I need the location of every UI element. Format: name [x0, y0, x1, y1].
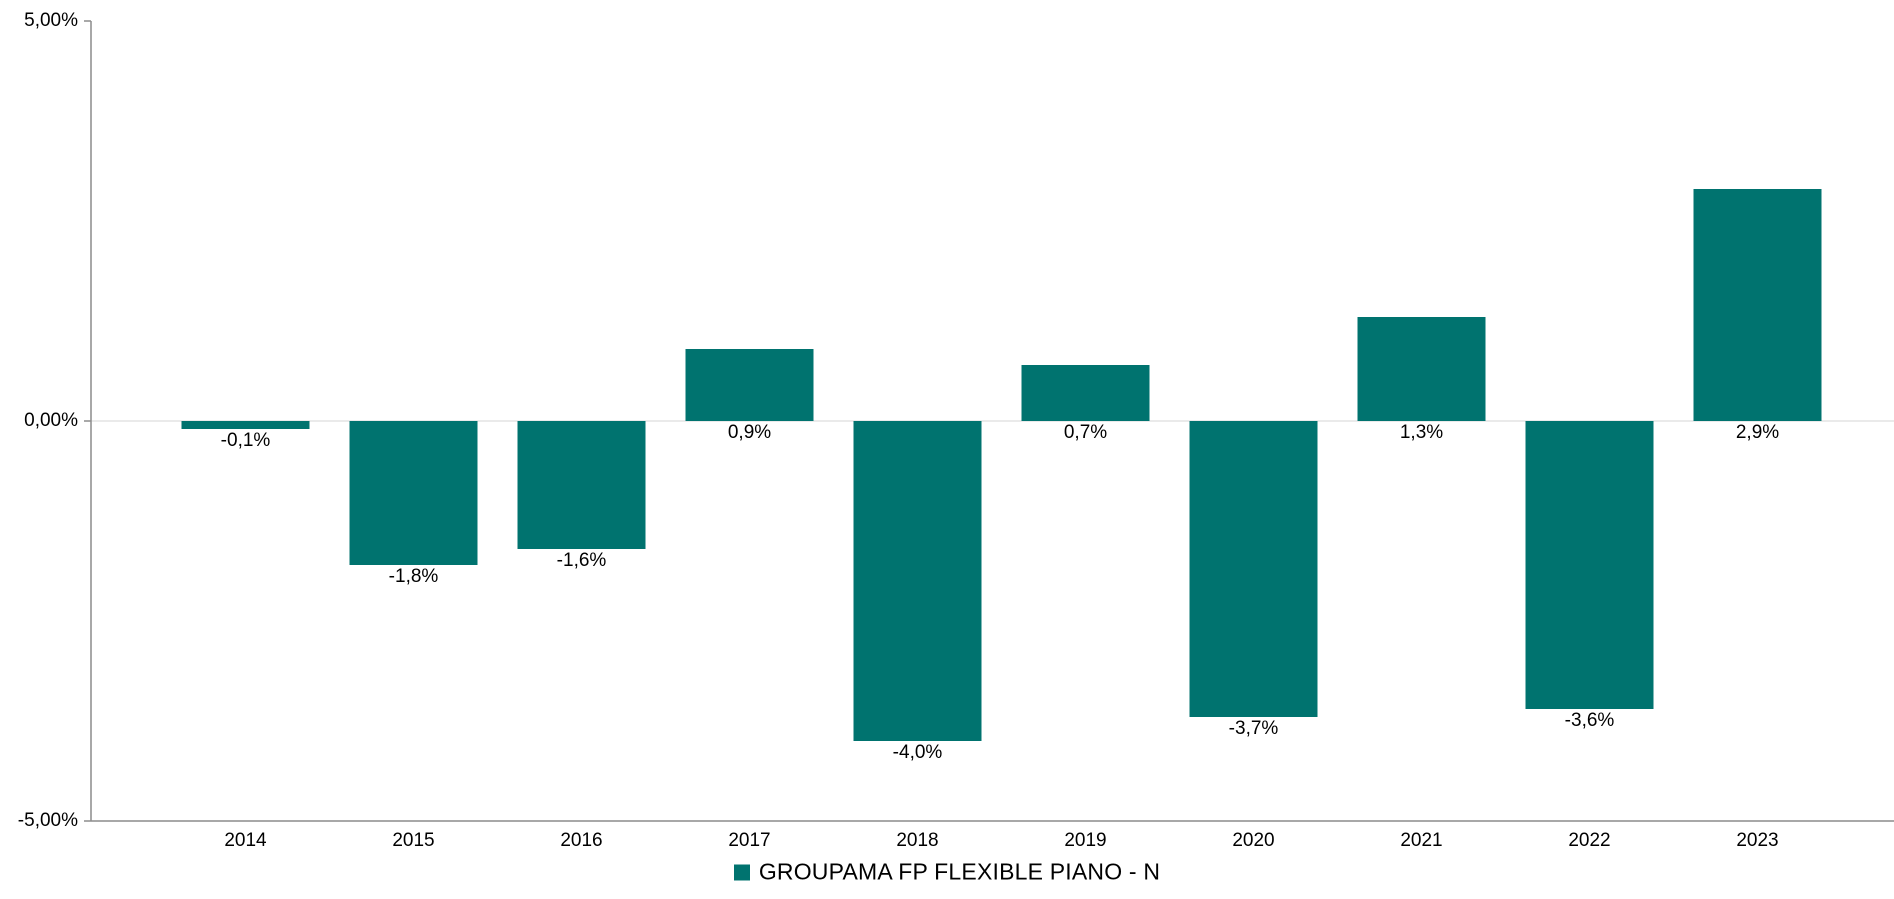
- y-axis-ticks: 5,00% 0,00% -5,00%: [18, 10, 91, 831]
- bar-2022: [1525, 421, 1654, 709]
- bar-2019: [1021, 365, 1150, 421]
- bar-2016: [517, 421, 646, 549]
- bar-2017: [685, 349, 814, 421]
- bar-2023: [1693, 189, 1822, 421]
- x-tick-label-2021: 2021: [1400, 830, 1442, 851]
- x-tick-label-2015: 2015: [392, 830, 434, 851]
- y-tick-label: -5,00%: [18, 810, 78, 831]
- legend: GROUPAMA FP FLEXIBLE PIANO - N: [0, 859, 1894, 886]
- data-label-2022: -3,6%: [1565, 710, 1615, 731]
- x-tick-label-2019: 2019: [1064, 830, 1106, 851]
- x-tick-label-2023: 2023: [1736, 830, 1778, 851]
- x-tick-label-2014: 2014: [224, 830, 267, 851]
- data-label-2014: -0,1%: [221, 430, 271, 451]
- legend-swatch: [733, 864, 750, 880]
- x-tick-label-2016: 2016: [560, 830, 602, 851]
- data-label-2018: -4,0%: [893, 742, 943, 763]
- data-label-2017: 0,9%: [728, 422, 771, 443]
- bar-2020: [1189, 421, 1318, 717]
- data-label-2023: 2,9%: [1736, 422, 1779, 443]
- data-labels: -0,1% -1,8% -1,6% 0,9% -4,0% 0,7% -3,7% 1,3% -3,…: [221, 422, 1780, 763]
- data-label-2019: 0,7%: [1064, 422, 1107, 443]
- data-label-2015: -1,8%: [389, 566, 439, 587]
- bars: [181, 189, 1822, 741]
- bar-2021: [1357, 317, 1486, 421]
- bar-2015: [349, 421, 478, 565]
- legend-item: GROUPAMA FP FLEXIBLE PIANO - N: [733, 858, 1161, 886]
- data-label-2020: -3,7%: [1229, 718, 1279, 739]
- y-tick-label: 0,00%: [24, 410, 78, 431]
- x-tick-label-2022: 2022: [1568, 830, 1610, 851]
- x-tick-label-2017: 2017: [728, 830, 770, 851]
- legend-label: GROUPAMA FP FLEXIBLE PIANO - N: [758, 858, 1161, 885]
- x-tick-label-2018: 2018: [896, 830, 938, 851]
- y-tick-label: 5,00%: [24, 10, 78, 31]
- bar-2018: [853, 421, 982, 741]
- x-tick-label-2020: 2020: [1232, 830, 1274, 851]
- bar-2014: [181, 421, 310, 429]
- data-label-2021: 1,3%: [1400, 422, 1443, 443]
- data-label-2016: -1,6%: [557, 550, 607, 571]
- x-axis-ticks: 2014 2015 2016 2017 2018 2019 2020 2021 2022 2023: [224, 830, 1778, 851]
